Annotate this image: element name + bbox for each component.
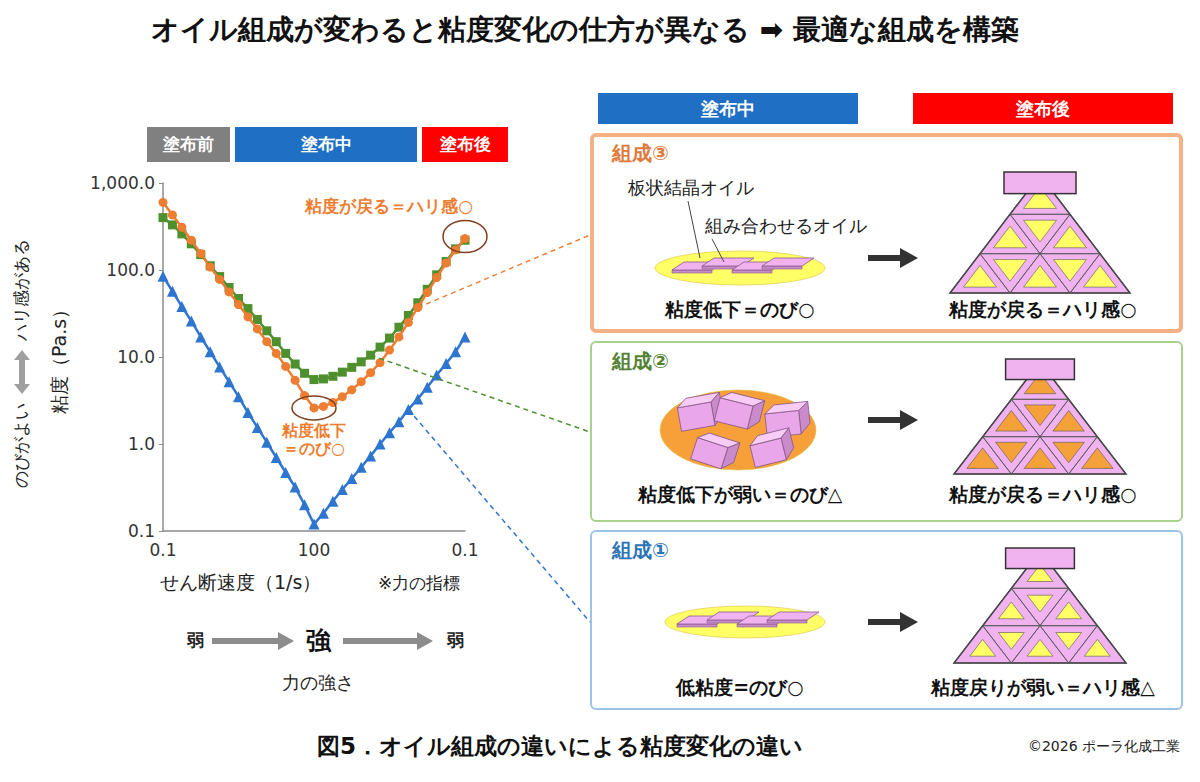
html-text:＝のび○: ＝のび○ [283, 439, 345, 459]
html-text:塗布後: 塗布後 [1016, 98, 1070, 119]
svg-text:1.0: 1.0 [128, 434, 155, 454]
html-text:※力の指標: ※力の指標 [378, 573, 461, 593]
html-text:のびがよい: のびがよい [11, 402, 32, 488]
html-text:せん断速度（1/s）: せん断速度（1/s） [160, 571, 322, 593]
html-text:粘度戻りが弱い＝ハリ感△: 粘度戻りが弱い＝ハリ感△ [931, 676, 1155, 699]
svg-text:100.0: 100.0 [106, 260, 155, 280]
html-text:組成②: 組成② [612, 349, 669, 373]
html-text:力の強さ: 力の強さ [282, 671, 354, 693]
svg-text:0.1: 0.1 [149, 540, 176, 560]
html-text:組成③: 組成③ [612, 141, 669, 165]
html-text:塗布後: 塗布後 [439, 134, 491, 154]
svg-text:0.1: 0.1 [451, 540, 478, 560]
html-text:弱: 弱 [446, 630, 464, 651]
html-text:ハリ感がある: ハリ感がある [11, 239, 32, 341]
html-text:板状結晶オイル: 板状結晶オイル [628, 177, 754, 198]
html-text:粘度が戻る＝ハリ感○: 粘度が戻る＝ハリ感○ [305, 195, 473, 216]
html-text:低粘度=のび○: 低粘度=のび○ [676, 676, 804, 699]
html-text:オイル組成が変わると粘度変化の仕方が異なる ➡ 最適な組成を: オイル組成が変わると粘度変化の仕方が異なる ➡ 最適な組成を構築 [151, 13, 1019, 46]
html-text:弱: 弱 [186, 630, 204, 651]
html-text:組み合わせるオイル: 組み合わせるオイル [705, 215, 867, 236]
html-text:組成①: 組成① [612, 538, 669, 562]
html-text:強: 強 [305, 625, 331, 655]
svg-text:粘度（Pa.s）: 粘度（Pa.s） [48, 300, 70, 414]
html-text:図5．オイル組成の違いによる粘度変化の違い: 図5．オイル組成の違いによる粘度変化の違い [317, 732, 803, 759]
html-text:粘度が戻る＝ハリ感○: 粘度が戻る＝ハリ感○ [949, 483, 1137, 506]
svg-text:0.1: 0.1 [128, 521, 155, 541]
svg-text:1,000.0: 1,000.0 [90, 173, 155, 193]
html-text:塗布中: 塗布中 [300, 134, 352, 154]
html-text:塗布前: 塗布前 [163, 134, 214, 154]
html-text:塗布中: 塗布中 [701, 98, 755, 119]
html-text:粘度低下: 粘度低下 [282, 420, 346, 440]
html-text:©2026 ポーラ化成工業: ©2026 ポーラ化成工業 [1027, 738, 1180, 754]
svg-text:10.0: 10.0 [117, 347, 155, 367]
svg-text:100: 100 [298, 540, 330, 560]
html-text:粘度低下が弱い＝のび△: 粘度低下が弱い＝のび△ [637, 483, 843, 506]
html-text:粘度が戻る＝ハリ感○: 粘度が戻る＝ハリ感○ [949, 298, 1137, 321]
html-text:粘度低下＝のび○: 粘度低下＝のび○ [665, 298, 815, 321]
